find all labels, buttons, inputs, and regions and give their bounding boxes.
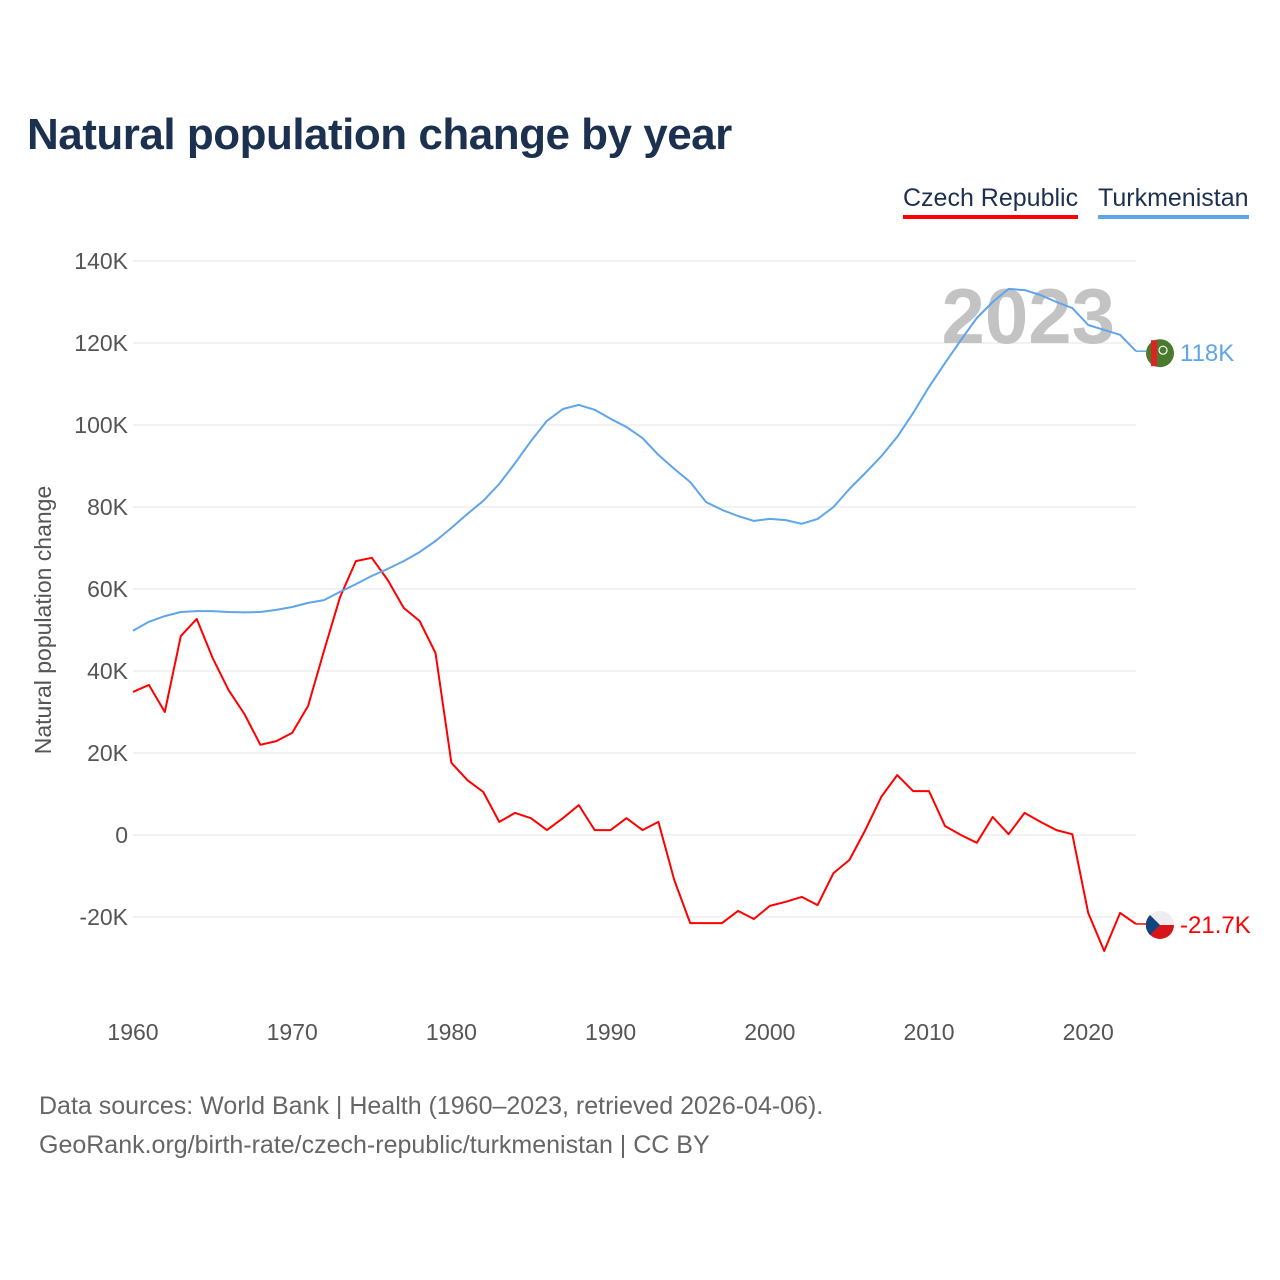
- year-watermark: 2023: [941, 272, 1115, 360]
- legend-turkmenistan[interactable]: Turkmenistan: [1098, 184, 1249, 219]
- y-tick-label: 100K: [74, 412, 128, 438]
- y-tick-label: 80K: [87, 494, 129, 520]
- source-text: Data sources: World Bank | Health (1960–…: [39, 1092, 824, 1120]
- y-tick-label: 20K: [87, 740, 129, 766]
- end-value-label: -21.7K: [1180, 912, 1251, 939]
- x-tick-label: 1970: [267, 1019, 318, 1045]
- x-tick-label: 1990: [585, 1019, 636, 1045]
- x-tick-label: 2010: [903, 1019, 954, 1045]
- x-tick-label: 1980: [426, 1019, 477, 1045]
- turkmenistan-flag-icon: [1151, 340, 1157, 367]
- series-line-turkmenistan: [132, 287, 1137, 632]
- x-tick-label: 1960: [107, 1019, 158, 1045]
- turkmenistan-flag-icon: [1158, 345, 1168, 355]
- x-tick-label: 2020: [1063, 1019, 1114, 1045]
- y-tick-label: 0: [115, 822, 128, 848]
- czech-flag-icon: [1145, 914, 1160, 935]
- chart-title: Natural population change by year: [27, 110, 732, 159]
- y-tick-label: 120K: [74, 330, 128, 356]
- url-text: GeoRank.org/birth-rate/czech-republic/tu…: [39, 1131, 710, 1159]
- y-axis-label: Natural population change: [30, 486, 56, 755]
- footer: Data sources: World Bank | Health (1960–…: [39, 1087, 823, 1165]
- legend-czech-republic[interactable]: Czech Republic: [903, 184, 1079, 219]
- end-value-label: 118K: [1180, 340, 1234, 367]
- y-tick-label: -20K: [79, 904, 128, 930]
- y-tick-label: 40K: [87, 658, 129, 684]
- y-tick-label: 140K: [74, 248, 128, 274]
- y-tick-label: 60K: [87, 576, 129, 602]
- x-tick-label: 2000: [744, 1019, 795, 1045]
- series-line-czech-republic: [132, 556, 1137, 952]
